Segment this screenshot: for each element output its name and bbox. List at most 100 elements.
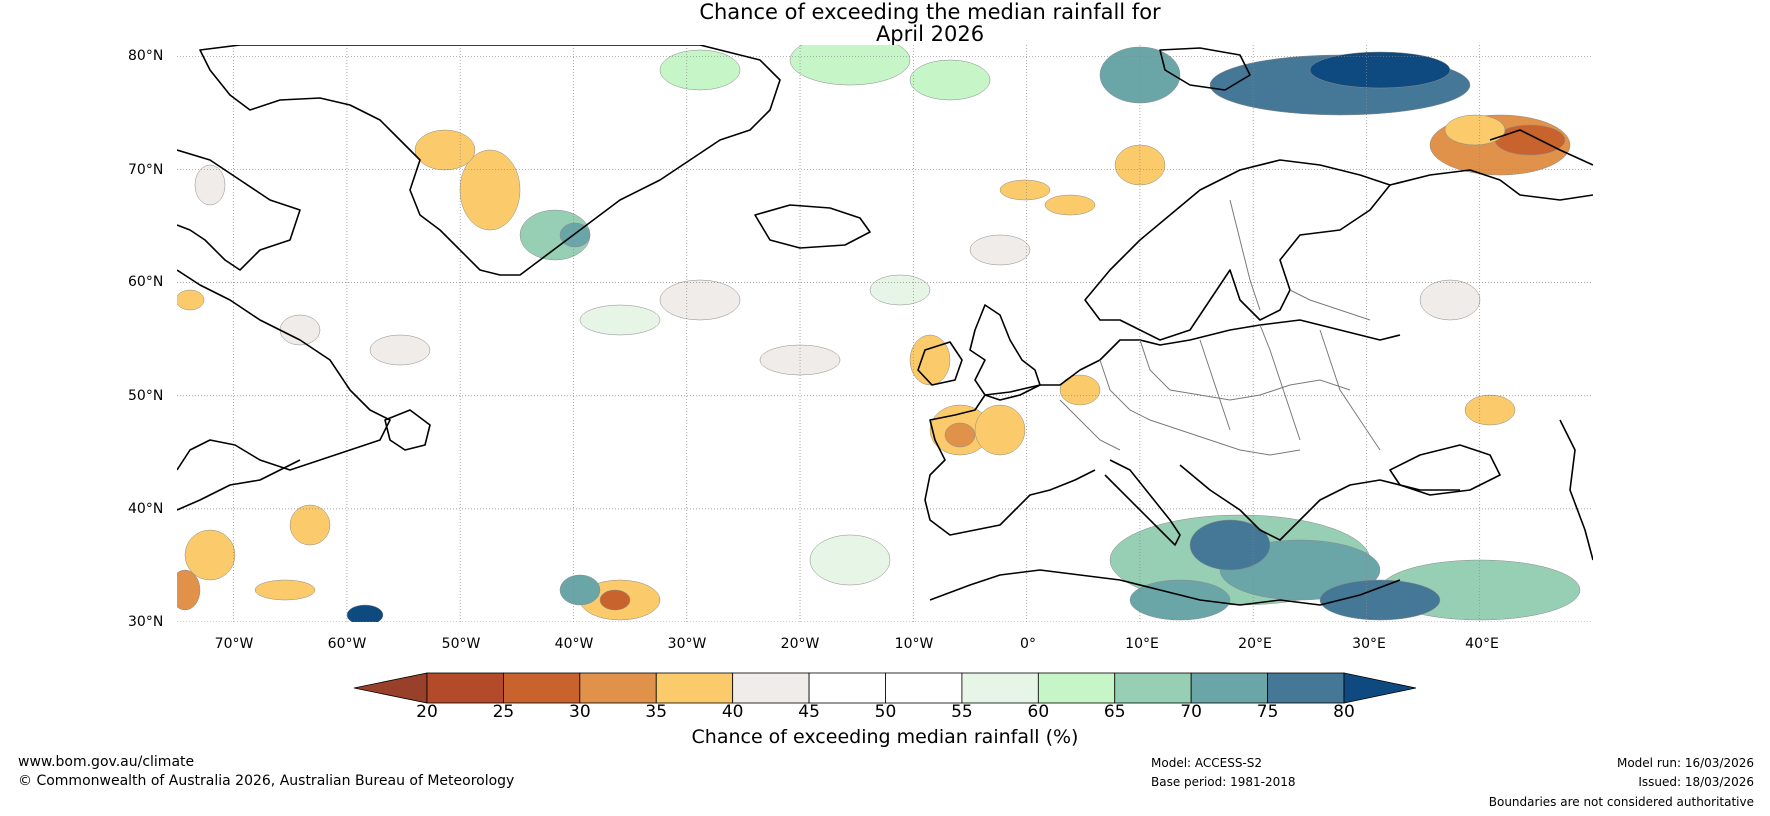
- lat-label-50: 50°N: [128, 388, 164, 404]
- probability-patch: [414, 129, 476, 171]
- svalbard-coast: [1159, 47, 1251, 91]
- colorbar-segment: [885, 672, 963, 704]
- lon-label-40e: 40°E: [1465, 636, 1499, 652]
- colorbar-over-arrow: [1343, 672, 1417, 704]
- country-borders: [1059, 199, 1381, 456]
- colorbar-segment: [1037, 672, 1116, 704]
- probability-patch: [909, 59, 991, 101]
- lon-label-20e: 20°E: [1238, 636, 1272, 652]
- probability-patch: [1464, 394, 1516, 426]
- baffin-coast: [177, 149, 301, 271]
- colorbar-tick-60: 60: [1027, 702, 1050, 722]
- lat-label-60: 60°N: [128, 274, 164, 290]
- probability-patch: [194, 164, 226, 206]
- colorbar-label: Chance of exceeding median rainfall (%): [691, 726, 1079, 748]
- probability-patch: [969, 234, 1031, 266]
- probability-patch: [1309, 51, 1451, 89]
- probability-patch: [559, 574, 601, 606]
- lon-label-20w: 20°W: [780, 636, 820, 652]
- lat-label-40: 40°N: [128, 501, 164, 517]
- lon-label-30w: 30°W: [667, 636, 707, 652]
- black-sea-coast: [1389, 444, 1501, 496]
- colorbar-under-arrow: [353, 672, 428, 704]
- colorbar-tick-55: 55: [951, 702, 973, 722]
- colorbar-segment: [503, 672, 581, 704]
- lon-label-30e: 30°E: [1352, 636, 1386, 652]
- probability-patch: [789, 45, 911, 86]
- colorbar-tick-30: 30: [569, 702, 591, 722]
- probability-patch: [659, 279, 741, 321]
- colorbar-tick-20: 20: [416, 702, 438, 722]
- model-text: Model: ACCESS-S2: [1151, 756, 1263, 770]
- probability-patch: [369, 334, 431, 366]
- colorbar-segment: [961, 672, 1039, 704]
- disclaimer-text: Boundaries are not considered authoritat…: [1488, 795, 1754, 809]
- colorbar-tick-50: 50: [874, 702, 897, 722]
- colorbar: [353, 672, 1417, 704]
- chart-title-line-2: April 2026: [875, 22, 985, 46]
- colorbar-segment: [1114, 672, 1192, 704]
- lat-label-70: 70°N: [128, 162, 164, 178]
- probability-patch: [289, 504, 331, 546]
- probability-patch: [1444, 114, 1506, 146]
- lon-label-10e: 10°E: [1125, 636, 1159, 652]
- chart-title-line-1: Chance of exceeding the median rainfall …: [699, 0, 1161, 24]
- colorbar-tick-40: 40: [721, 702, 744, 722]
- balkans-coast: [1179, 464, 1460, 541]
- africa-coast: [929, 569, 1401, 606]
- probability-patch: [659, 49, 741, 91]
- colorbar-tick-75: 75: [1256, 702, 1279, 722]
- colorbar-tick-25: 25: [492, 702, 515, 722]
- colorbar-tick-45: 45: [798, 702, 820, 722]
- labrador-coast: [177, 269, 391, 471]
- lon-label-50w: 50°W: [441, 636, 481, 652]
- colorbar-segment: [732, 672, 810, 704]
- probability-patch: [599, 589, 631, 611]
- us-coast: [177, 459, 301, 511]
- europe-coast: [1040, 319, 1401, 386]
- greenland-coast: [199, 45, 781, 276]
- website-text: www.bom.gov.au/climate: [18, 754, 195, 770]
- lon-label-70w: 70°W: [214, 636, 254, 652]
- lon-label-10w: 10°W: [894, 636, 934, 652]
- colorbar-segment: [655, 672, 734, 704]
- colorbar-segment: [808, 672, 886, 704]
- colorbar-segment: [579, 672, 657, 704]
- probability-patch: [1319, 579, 1441, 621]
- issued-text: Issued: 18/03/2026: [1638, 775, 1754, 789]
- novaya-coast: [1489, 129, 1593, 166]
- base-period-text: Base period: 1981-2018: [1151, 775, 1296, 789]
- probability-patch: [1059, 374, 1101, 406]
- model-run-text: Model run: 16/03/2026: [1616, 756, 1754, 770]
- copyright-text: © Commonwealth of Australia 2026, Austra…: [18, 773, 515, 789]
- lon-label-0: 0°: [1020, 636, 1036, 652]
- lat-label-80: 80°N: [128, 48, 164, 64]
- lat-label-30: 30°N: [128, 614, 164, 630]
- britain-coast: [969, 304, 1041, 396]
- ireland-coast: [917, 341, 963, 386]
- probability-patch: [909, 334, 951, 386]
- probability-patch: [1044, 194, 1096, 216]
- probability-patch: [1189, 519, 1271, 571]
- coastlines: [177, 45, 1593, 606]
- probability-patch: [254, 579, 316, 601]
- iceland-coast: [754, 204, 871, 249]
- scandinavia-coast: [1084, 159, 1391, 341]
- probability-patch: [1419, 279, 1481, 321]
- probability-patch: [974, 404, 1026, 456]
- probability-patch: [1129, 579, 1231, 621]
- probability-patch: [869, 274, 931, 306]
- probability-patch: [1494, 124, 1566, 156]
- probability-patch: [177, 569, 201, 611]
- lon-label-40w: 40°W: [554, 636, 594, 652]
- colorbar-tick-65: 65: [1103, 702, 1126, 722]
- colorbar-tick-35: 35: [645, 702, 668, 722]
- colorbar-segment: [1190, 672, 1268, 704]
- probability-patch: [944, 422, 976, 448]
- probability-patch: [579, 304, 661, 336]
- kola-coast: [1389, 169, 1593, 201]
- probability-patch: [177, 289, 205, 311]
- colorbar-tick-70: 70: [1180, 702, 1202, 722]
- probability-patch: [809, 534, 891, 586]
